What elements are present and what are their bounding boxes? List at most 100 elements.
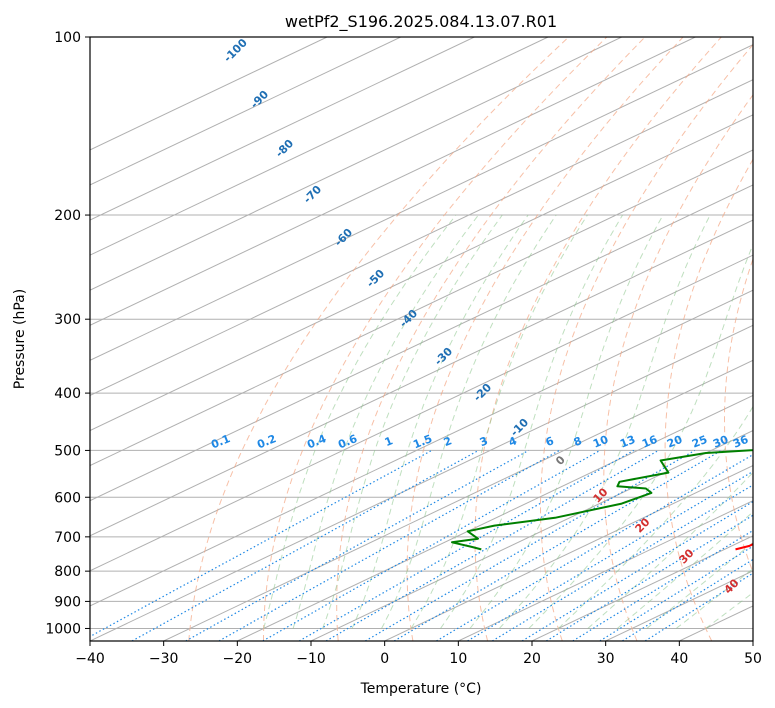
x-tick-label: 20	[523, 651, 541, 667]
y-tick-label: 100	[54, 30, 81, 46]
moist-adiabat-line	[646, 541, 753, 629]
mixing-ratio-line	[521, 500, 753, 641]
isotherm-line	[90, 37, 696, 326]
moist-adiabat-line	[440, 214, 624, 629]
isotherm-line	[237, 394, 753, 641]
isotherm-line	[90, 37, 549, 256]
dry-adiabat-label: -30	[432, 345, 455, 368]
isotherm-line	[90, 219, 753, 537]
dry-adiabat-label: -20	[471, 381, 494, 404]
dry-adiabat-line	[406, 37, 684, 641]
mixing-ratio-line	[393, 449, 722, 641]
moist-adiabat-line	[263, 214, 457, 629]
dry-adiabat-line	[603, 94, 753, 641]
mixing-ratio-line	[467, 470, 753, 641]
mixing-ratio-label: 16	[640, 433, 659, 451]
dry-adiabat-label: -70	[301, 183, 324, 206]
isotherm-line	[90, 149, 753, 467]
y-tick-label: 600	[54, 490, 81, 506]
isotherm-line	[90, 37, 622, 291]
mixing-ratio-line	[262, 449, 601, 641]
moist-adiabat-line	[587, 471, 753, 629]
dry-adiabat-label: -80	[273, 137, 296, 160]
dry-adiabat-line	[724, 257, 753, 574]
dewpoint-profile-line	[451, 449, 753, 551]
y-tick-label: 700	[54, 530, 81, 546]
y-tick-label: 900	[54, 594, 81, 610]
moist-adiabat-line	[557, 405, 753, 629]
dry-adiabat-label: 0	[553, 453, 568, 468]
mixing-ratio-label: 36	[731, 433, 750, 451]
x-axis-ticks: −40 −30 −20 −10 0 10 20 30 40 50	[75, 641, 762, 667]
moist-adiabat-line	[410, 214, 588, 629]
dry-adiabat-line	[540, 43, 753, 641]
mixing-ratio-label: 2	[442, 434, 454, 449]
dry-adiabat-line	[336, 37, 646, 641]
mixing-ratio-label: 1	[383, 434, 395, 449]
mixing-ratio-label: 8	[572, 434, 584, 449]
isotherm-line	[90, 37, 401, 186]
isotherm-line	[90, 254, 753, 572]
x-tick-label: 40	[670, 651, 688, 667]
isotherm-line	[90, 114, 753, 432]
mixing-ratio-label: 6	[544, 434, 556, 449]
sounding-profiles	[451, 449, 753, 551]
moist-adiabats	[263, 214, 753, 629]
mixing-ratio-line	[572, 529, 753, 641]
isotherm-line	[90, 37, 328, 151]
y-tick-label: 400	[54, 386, 81, 402]
mixing-ratio-line	[185, 449, 529, 641]
x-tick-label: −40	[75, 651, 105, 667]
mixing-ratio-label: 0.2	[255, 432, 278, 451]
mixing-ratio-label: 3	[478, 434, 490, 449]
y-axis-title: Pressure (hPa)	[12, 289, 28, 389]
dry-adiabat-label: -100	[221, 36, 250, 65]
dry-adiabat-label: -60	[332, 226, 355, 249]
mixing-ratio-label: 13	[618, 433, 637, 451]
x-tick-label: −20	[223, 651, 253, 667]
moist-adiabat-line	[292, 214, 479, 629]
mixing-ratio-label: 20	[665, 433, 684, 451]
x-tick-label: 30	[597, 651, 615, 667]
y-tick-label: 300	[54, 312, 81, 328]
isotherm-gridlines	[90, 37, 753, 641]
moist-adiabat-line	[528, 243, 753, 629]
x-tick-label: 0	[380, 651, 389, 667]
isotherm-line	[384, 465, 753, 641]
mixing-ratio-line	[298, 449, 635, 641]
mixing-ratio-line	[325, 449, 659, 641]
dry-adiabat-line	[263, 37, 608, 641]
temperature-profile-line	[735, 543, 753, 551]
plot-frame	[89, 36, 754, 642]
isotherm-line	[531, 535, 753, 641]
dry-adiabat-line	[474, 37, 722, 641]
y-tick-label: 800	[54, 564, 81, 580]
moist-adiabat-line	[499, 214, 711, 629]
isotherm-line	[90, 44, 753, 361]
moist-adiabat-label: 10	[591, 485, 611, 505]
dry-adiabat-line	[188, 37, 569, 641]
x-axis-title: Temperature (°C)	[360, 681, 482, 697]
x-tick-label: −10	[296, 651, 326, 667]
y-axis-ticks: 100 200 300 400 500 600 700 800 900 1000	[45, 30, 90, 637]
mixing-ratio-label: 0.6	[336, 432, 359, 451]
isotherm-line	[163, 359, 753, 641]
moist-adiabat-line	[469, 214, 664, 629]
isotherm-line	[90, 184, 753, 502]
mixing-ratio-line	[545, 514, 753, 641]
mixing-ratio-label: 1.5	[411, 432, 434, 451]
x-tick-label: 50	[744, 651, 762, 667]
mixing-ratio-line	[364, 449, 696, 641]
pressure-gridlines	[90, 37, 753, 629]
y-tick-label: 1000	[45, 621, 81, 637]
isotherm-line	[90, 37, 475, 221]
mixing-ratio-line	[622, 558, 753, 641]
isotherm-line	[90, 79, 753, 396]
mixing-ratio-line	[491, 484, 753, 641]
mixing-ratio-line	[436, 453, 753, 641]
moist-adiabat-line	[675, 568, 753, 629]
isotherm-line	[752, 640, 753, 641]
dry-adiabat-line	[664, 158, 753, 641]
isotherm-line	[310, 429, 753, 641]
